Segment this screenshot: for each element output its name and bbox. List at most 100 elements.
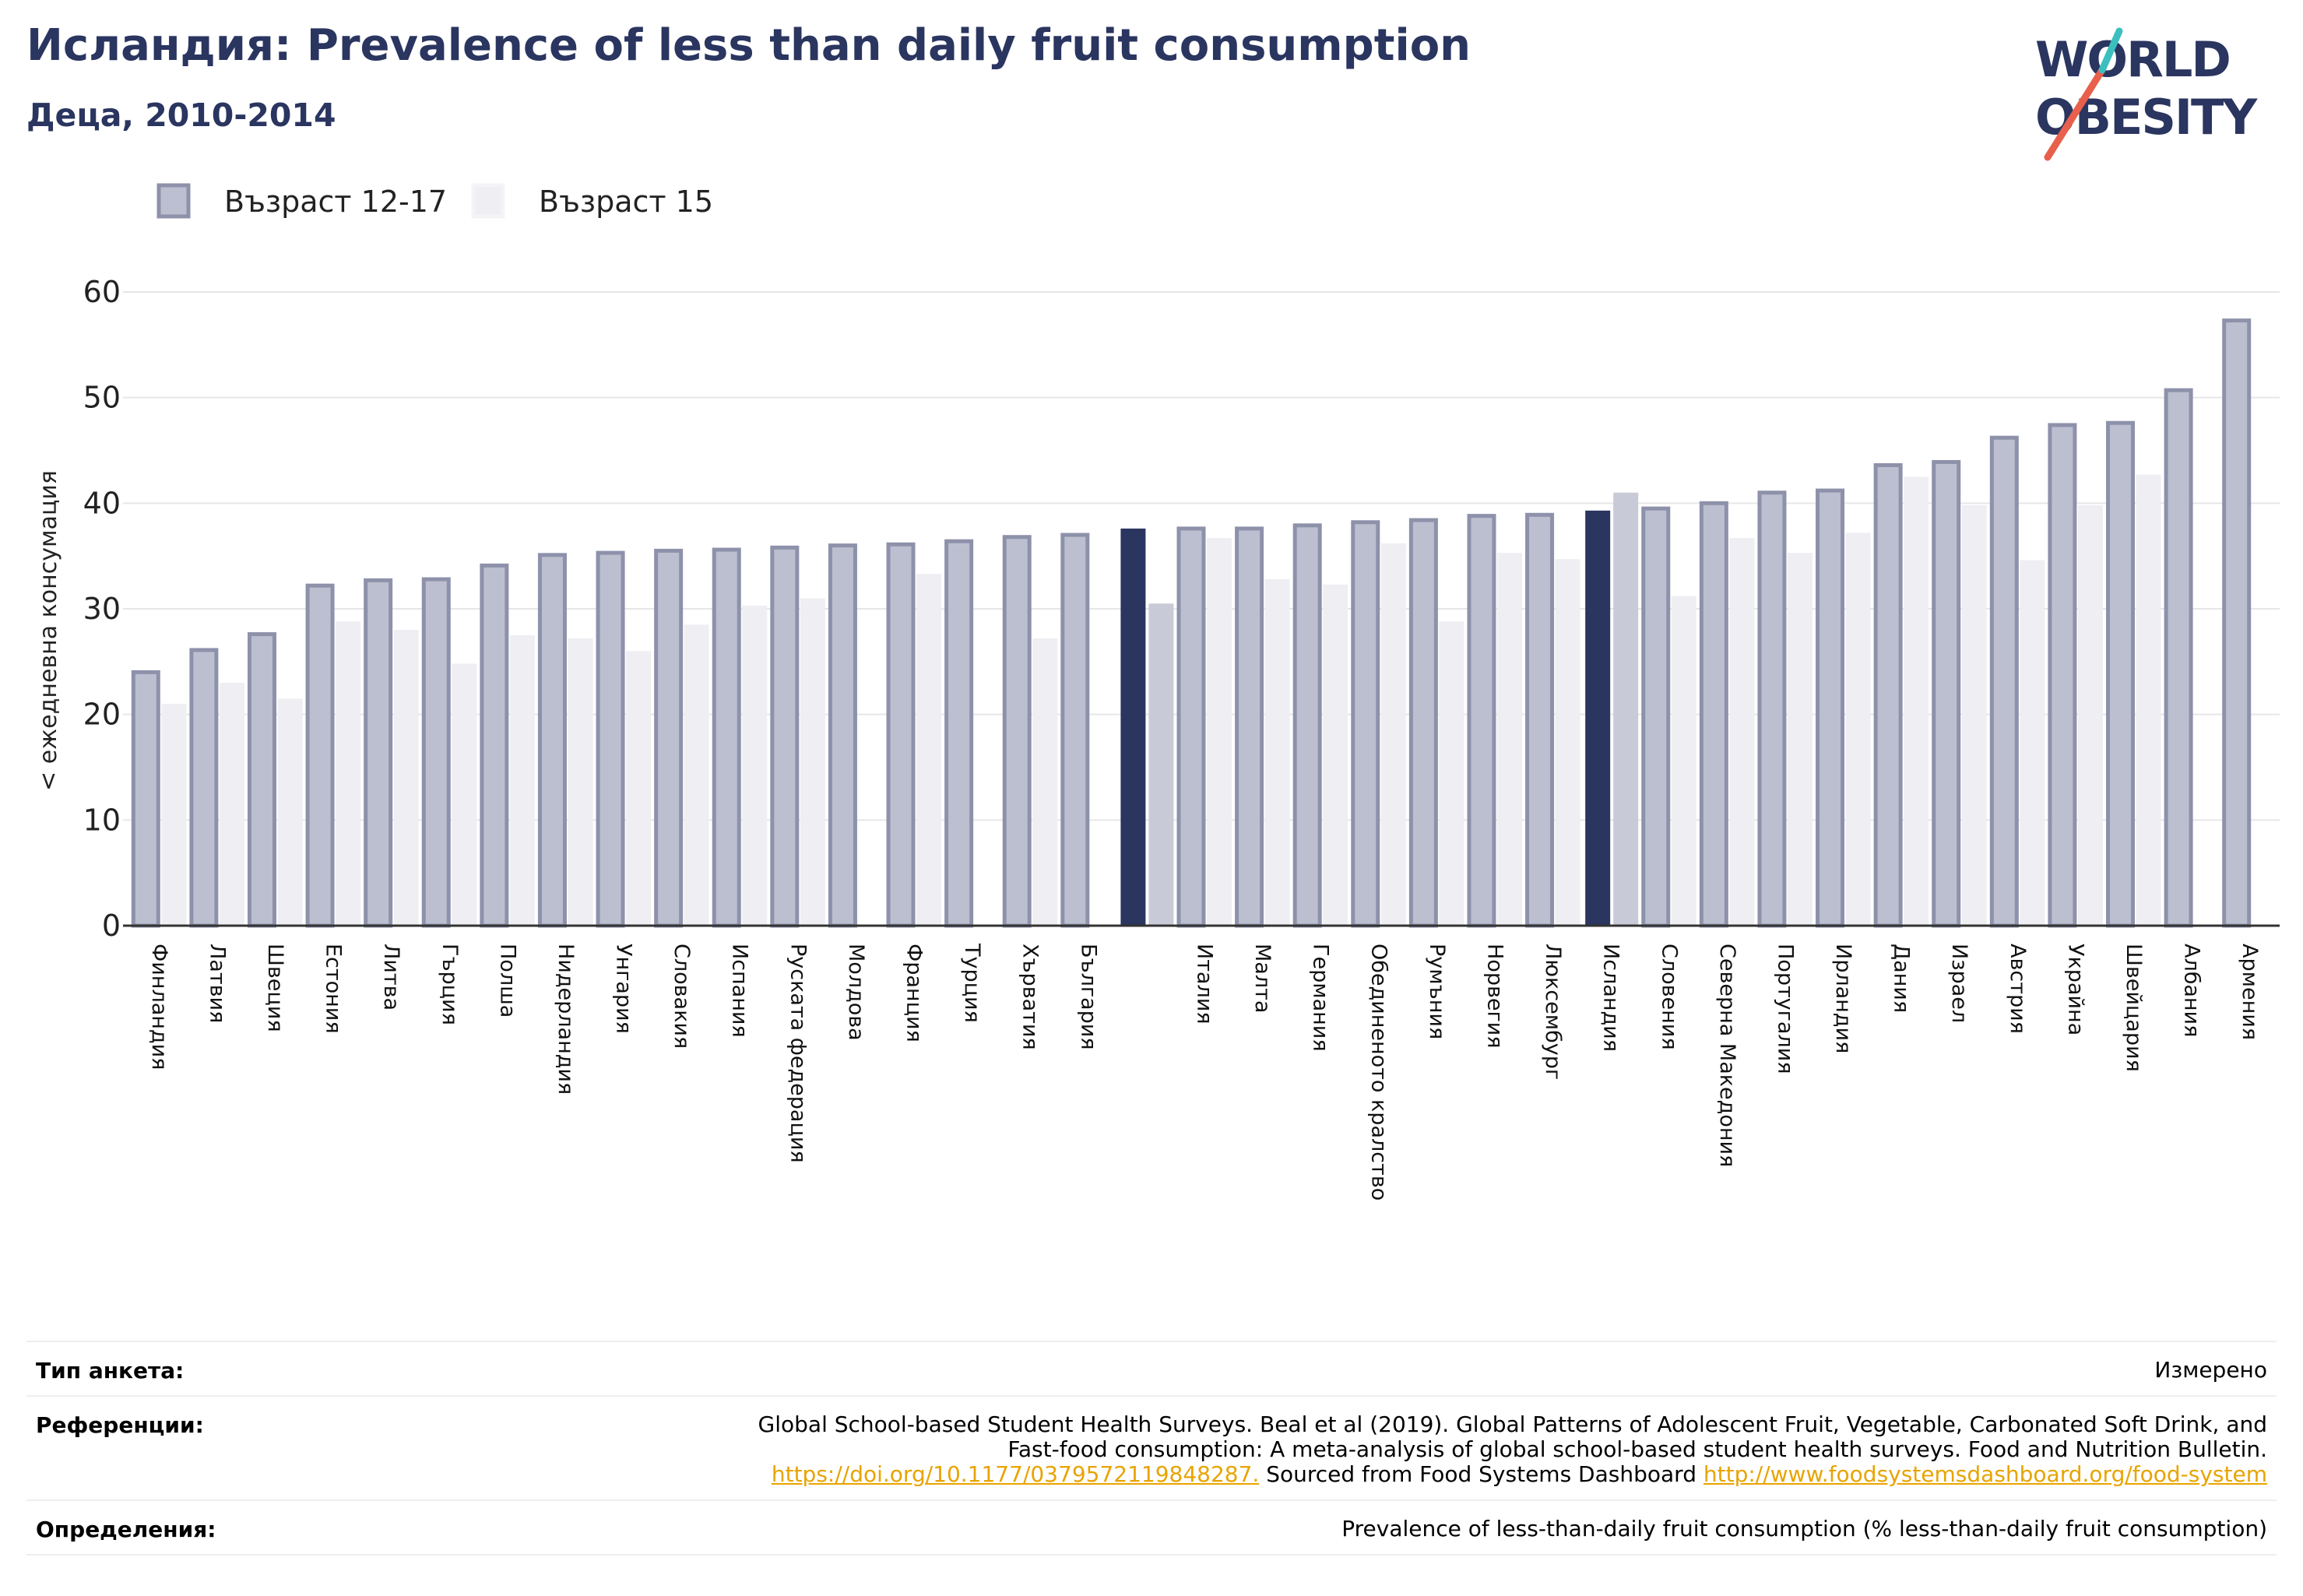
bar-series2 xyxy=(1904,476,1929,926)
x-tick-label: Украйна xyxy=(2063,944,2087,1035)
bar-series2 xyxy=(568,638,593,926)
x-tick-label: Швейцария xyxy=(2122,944,2146,1072)
x-tick-label: Норвегия xyxy=(1482,944,1507,1048)
bar-series1 xyxy=(1816,488,1845,928)
x-tick-label: Малта xyxy=(1250,944,1275,1013)
x-tick-label: Финландия xyxy=(147,944,171,1070)
bar-series1 xyxy=(1873,462,1903,928)
legend-swatch xyxy=(471,183,505,219)
bar-series2 xyxy=(800,598,825,926)
x-tick-label: Полша xyxy=(495,944,519,1018)
footer-divider xyxy=(26,1554,2277,1556)
bar-series2 xyxy=(2136,474,2161,926)
legend: Възраст 12-17 Възраст 15 xyxy=(156,183,713,219)
bar-series2 xyxy=(1264,579,1290,926)
bar-series1 xyxy=(1757,490,1787,928)
y-tick-label: 50 xyxy=(83,381,121,415)
bar-series1 xyxy=(2222,318,2252,928)
x-tick-label: Словакия xyxy=(670,944,694,1049)
bar-series1 xyxy=(712,547,741,928)
x-tick-label: Обединеното кралство xyxy=(1366,944,1391,1201)
bar-series2 xyxy=(2020,560,2045,926)
legend-label: Възраст 15 xyxy=(539,185,713,219)
bar-series1 xyxy=(305,583,335,928)
bar-series1 xyxy=(944,539,974,928)
bar-series2 xyxy=(1032,638,1058,926)
x-axis-labels: Финландия Латвия Швеция Естония Литва Гърция П… xyxy=(147,943,2262,1201)
x-tick-label: Нидерландия xyxy=(554,944,578,1095)
bar-series1 xyxy=(1699,501,1728,928)
bar-series1 xyxy=(364,578,393,928)
x-tick-label: Израел xyxy=(1947,944,1971,1023)
bar-series2 xyxy=(1380,543,1406,926)
y-tick-label: 20 xyxy=(83,698,121,732)
y-tick-label: 0 xyxy=(102,909,121,943)
doi-link[interactable]: https://doi.org/10.1177/0379572119848287… xyxy=(771,1461,1260,1487)
bar-series1 xyxy=(1120,528,1146,926)
bar-series1 xyxy=(2164,388,2193,928)
bar-series1 xyxy=(1525,512,1555,928)
x-tick-label: Франция xyxy=(902,944,926,1042)
bar-series2 xyxy=(219,682,244,926)
bar-series1 xyxy=(1002,535,1032,928)
x-tick-label: Австрия xyxy=(2006,944,2030,1034)
bar-series2 xyxy=(1323,584,1348,926)
bar-series2 xyxy=(1961,505,1987,926)
definitions-label: Определения: xyxy=(36,1517,216,1542)
dashboard-link[interactable]: http://www.foodsystemsdashboard.org/food… xyxy=(1703,1461,2267,1487)
footer-divider xyxy=(26,1341,2277,1342)
bar-series1 xyxy=(1292,523,1322,928)
bar-series1 xyxy=(1176,526,1206,928)
bar-series1 xyxy=(596,550,625,928)
bar-series1 xyxy=(1932,459,1961,928)
footer-divider xyxy=(26,1499,2277,1501)
logo-line1: WORLD xyxy=(2035,31,2230,88)
bar-series2 xyxy=(161,704,187,926)
y-tick-label: 30 xyxy=(83,592,121,626)
legend-swatch xyxy=(156,183,191,219)
bar-series1 xyxy=(1235,526,1264,928)
bars xyxy=(131,318,2252,928)
references-line1: Global School-based Student Health Surve… xyxy=(758,1411,2267,1437)
x-tick-label: Ирландия xyxy=(1831,944,1855,1053)
bar-series2 xyxy=(1207,538,1232,926)
y-tick-label: 60 xyxy=(83,275,121,309)
bar-series1 xyxy=(1641,506,1671,928)
x-tick-label: Естония xyxy=(322,944,346,1034)
bar-series1 xyxy=(886,542,916,928)
bar-series2 xyxy=(336,621,361,926)
references-value: Global School-based Student Health Surve… xyxy=(758,1412,2267,1487)
bar-series1 xyxy=(480,563,509,928)
chart-subtitle: Деца, 2010-2014 xyxy=(26,97,336,134)
bar-series2 xyxy=(1729,538,1755,926)
x-tick-label: Армения xyxy=(2238,944,2262,1040)
bar-series2 xyxy=(916,574,942,926)
legend-label: Възраст 12-17 xyxy=(224,185,447,219)
references-label: Референции: xyxy=(36,1412,204,1438)
references-sourced: Sourced from Food Systems Dashboard xyxy=(1259,1461,1704,1487)
survey-type-label: Тип анкета: xyxy=(36,1358,185,1383)
x-tick-label: Португалия xyxy=(1773,944,1797,1074)
x-tick-label: Германия xyxy=(1309,944,1333,1052)
bar-series1 xyxy=(2048,423,2077,928)
x-tick-label: Люксембург xyxy=(1541,944,1565,1080)
x-tick-label: Испания xyxy=(728,944,752,1038)
x-tick-label: Дания xyxy=(1890,944,1914,1013)
bar-series2 xyxy=(1671,596,1696,926)
footer-divider xyxy=(26,1395,2277,1397)
bar-series1 xyxy=(654,548,684,928)
bar-series2 xyxy=(509,635,535,926)
bar-series2 xyxy=(1845,533,1871,926)
y-tick-label: 40 xyxy=(83,486,121,520)
bar-series2 xyxy=(742,605,768,926)
bar-series2 xyxy=(2077,505,2103,926)
y-tick-label: 10 xyxy=(83,803,121,837)
bar-series2 xyxy=(1439,621,1464,926)
bar-series2 xyxy=(1787,553,1813,926)
x-tick-label: Латвия xyxy=(205,944,229,1023)
bar-chart: Възраст 12-17 Възраст 15 0 10 20 30 40 50 60 < … xyxy=(35,183,2280,1201)
world-obesity-logo: WORLD OBESITY xyxy=(2035,27,2259,161)
bar-series2 xyxy=(1148,603,1174,926)
x-tick-label: Швеция xyxy=(263,944,287,1032)
x-tick-label: Словения xyxy=(1657,944,1681,1050)
